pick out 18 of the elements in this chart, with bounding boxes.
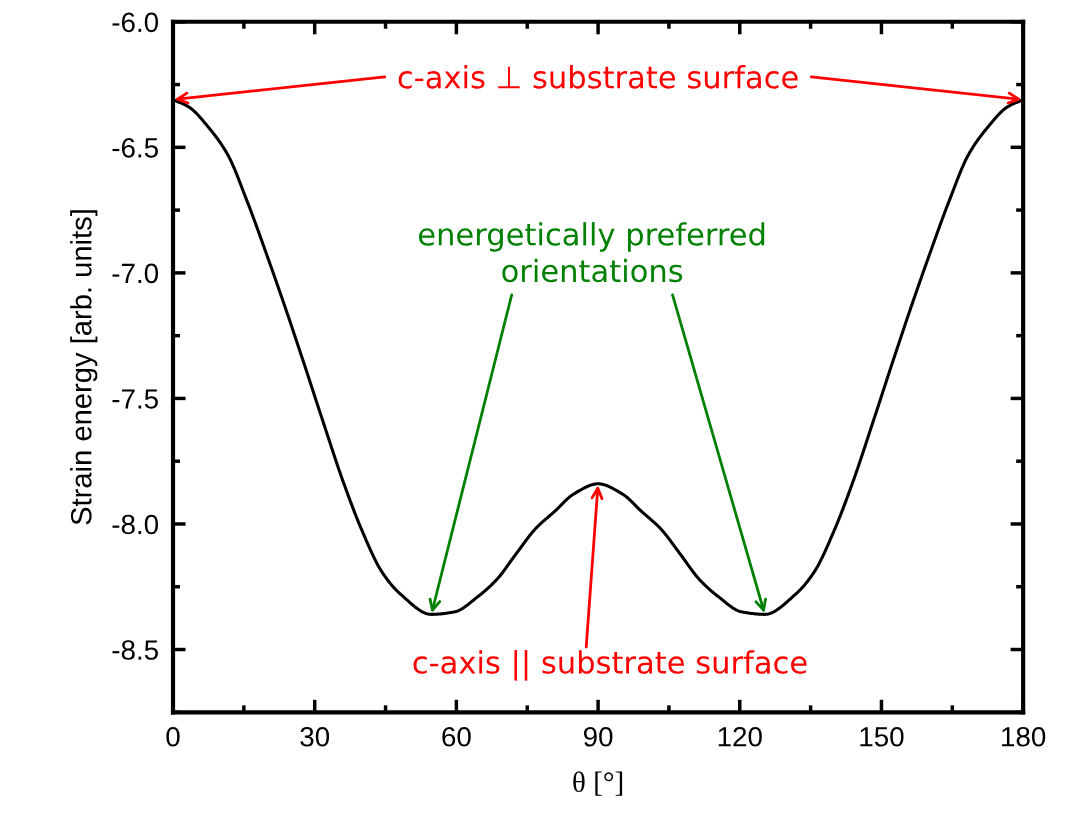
x-tick-label: 120 (718, 726, 762, 747)
annotation: c-axis ⊥ substrate surface (398, 65, 798, 89)
x-tick-label: 90 (583, 726, 613, 747)
x-tick-label: 180 (1002, 726, 1046, 747)
y-axis-title: Strain energy [arb. units] (70, 210, 98, 525)
y-tick-label: -7.0 (112, 263, 159, 284)
x-tick-label: 60 (442, 726, 471, 747)
x-tick-label: 0 (166, 726, 180, 747)
y-tick-label: -7.5 (112, 389, 158, 409)
x-axis-title: θ [°] (573, 771, 623, 796)
x-tick-label: 150 (860, 726, 904, 747)
y-tick-label: -8.0 (112, 514, 159, 535)
y-tick-label: -8.5 (112, 640, 158, 660)
x-tick-label: 30 (300, 726, 330, 747)
y-tick-label: -6.0 (112, 12, 159, 33)
annotation: c-axis || substrate surface (413, 650, 807, 681)
annotation: energetically preferred orientations (418, 222, 765, 283)
y-tick-label: -6.5 (112, 138, 158, 158)
